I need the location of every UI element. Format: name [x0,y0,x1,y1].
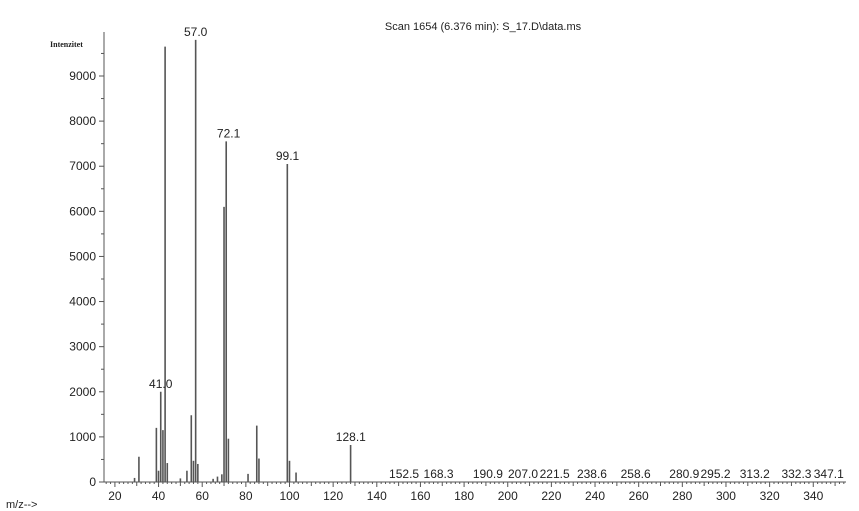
x-tick-label: 260 [629,489,649,503]
y-tick-label: 6000 [69,204,96,218]
x-tick-label: 100 [279,489,299,503]
x-tick-label: 300 [716,489,736,503]
x-tick-label: 240 [585,489,605,503]
x-tick-label: 340 [803,489,823,503]
y-tick-label: 5000 [69,249,96,263]
peak-label: 295.2 [700,467,730,481]
x-tick-label: 20 [108,489,122,503]
peak-label: 221.5 [540,467,570,481]
peaks-group [133,39,352,482]
x-tick-label: 40 [152,489,166,503]
x-tick-label: 80 [239,489,253,503]
peak-label: 152.5 [389,467,419,481]
peak-label: 347.1 [814,467,844,481]
peak-label: 207.0 [508,467,538,481]
axes: 0 1000 2000 3000 4000 5000 6000 7000 8000 9000 20 4… [69,32,846,503]
y-tick-label: 9000 [69,69,96,83]
peak-labels-group: 41.0 57.0 72.1 99.1 128.1 152.5 168.3 190.9 207.… [149,25,844,481]
peak-label: 332.3 [781,467,811,481]
x-tick-label: 120 [323,489,343,503]
peak-label: 41.0 [149,377,173,391]
peak-label: 190.9 [473,467,503,481]
y-tick-label: 4000 [69,295,96,309]
y-tick-label: 3000 [69,340,96,354]
chart-title: Scan 1654 (6.376 min): S_17.D\data.ms [385,21,582,33]
peak-label: 258.6 [621,467,651,481]
peak-label: 72.1 [217,126,241,140]
peak-label: 313.2 [740,467,770,481]
peak-label: 168.3 [424,467,454,481]
peak-label: 238.6 [577,467,607,481]
x-tick-label: 160 [410,489,430,503]
x-tick-label: 280 [672,489,692,503]
y-tick-label: 1000 [69,430,96,444]
y-tick-label: 0 [89,475,96,489]
x-tick-label: 220 [541,489,561,503]
peak-label: 128.1 [336,430,366,444]
y-tick-label: 8000 [69,114,96,128]
x-tick-label: 60 [196,489,210,503]
peak-label: 57.0 [184,25,208,39]
y-axis-label: Intenzitet [50,40,83,49]
x-tick-label: 200 [498,489,518,503]
x-tick-label: 320 [760,489,780,503]
y-tick-label: 7000 [69,159,96,173]
y-tick-label: 2000 [69,385,96,399]
x-tick-label: 140 [367,489,387,503]
x-axis-label: m/z--> [6,499,37,511]
x-tick-label: 180 [454,489,474,503]
peak-label: 280.9 [669,467,699,481]
peak-label: 99.1 [276,149,300,163]
